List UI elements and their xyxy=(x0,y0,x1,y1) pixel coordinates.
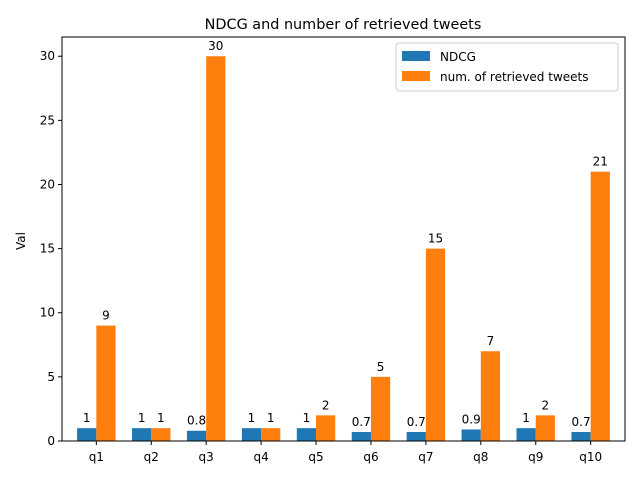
chart-title: NDCG and number of retrieved tweets xyxy=(205,17,482,33)
bar-ndcg-q7 xyxy=(406,432,426,441)
y-tick-label: 0 xyxy=(47,434,55,448)
bar-num-of-retrieved-tweets-q3 xyxy=(206,56,226,441)
data-label: 1 xyxy=(83,411,91,425)
bar-num-of-retrieved-tweets-q2 xyxy=(151,428,171,441)
bar-num-of-retrieved-tweets-q6 xyxy=(370,376,391,441)
y-tick-label: 30 xyxy=(40,49,55,63)
data-label: 0.7 xyxy=(407,415,426,429)
y-tick-label: 15 xyxy=(40,242,55,256)
x-tick-label: q4 xyxy=(253,450,268,464)
bar-num-of-retrieved-tweets-q10 xyxy=(590,171,610,441)
bar-num-of-retrieved-tweets-q5 xyxy=(316,415,336,441)
x-tick-label: q5 xyxy=(308,450,323,464)
x-tick-label: q10 xyxy=(579,450,602,464)
bar-ndcg-q10 xyxy=(571,432,591,441)
legend-swatch-num-of-retrieved-tweets xyxy=(402,71,430,81)
bar-num-of-retrieved-tweets-q7 xyxy=(425,248,446,441)
x-tick-label: q1 xyxy=(89,450,104,464)
y-tick-label: 20 xyxy=(40,177,55,191)
bar-ndcg-q9 xyxy=(516,428,536,441)
data-label: 9 xyxy=(102,309,110,323)
bar-ndcg-q6 xyxy=(351,432,371,441)
y-tick-label: 10 xyxy=(40,306,55,320)
data-label: 0.8 xyxy=(187,414,206,428)
data-label: 5 xyxy=(377,360,385,374)
data-label: 1 xyxy=(522,411,530,425)
bar-ndcg-q3 xyxy=(186,430,207,441)
x-tick-label: q3 xyxy=(199,450,214,464)
x-tick-label: q6 xyxy=(363,450,378,464)
legend-box xyxy=(395,42,619,92)
bar-num-of-retrieved-tweets-q1 xyxy=(96,325,116,441)
legend-label: NDCG xyxy=(440,50,476,64)
data-label: 1 xyxy=(138,411,146,425)
y-tick-label: 25 xyxy=(40,113,55,127)
bar-ndcg-q4 xyxy=(241,428,262,441)
data-label: 1 xyxy=(267,411,275,425)
data-label: 15 xyxy=(428,232,443,246)
data-label: 1 xyxy=(303,411,311,425)
data-label: 2 xyxy=(322,398,330,412)
data-label: 0.7 xyxy=(352,415,371,429)
y-axis-label: Val xyxy=(14,232,28,250)
data-label: 2 xyxy=(542,398,550,412)
x-tick-label: q9 xyxy=(528,450,543,464)
bar-ndcg-q8 xyxy=(461,429,481,441)
bar-num-of-retrieved-tweets-q9 xyxy=(535,415,555,441)
legend-label: num. of retrieved tweets xyxy=(440,70,588,84)
bar-num-of-retrieved-tweets-q4 xyxy=(261,428,281,441)
x-tick-label: q7 xyxy=(418,450,433,464)
data-label: 1 xyxy=(157,411,165,425)
bar-ndcg-q5 xyxy=(296,428,317,441)
data-label: 0.7 xyxy=(572,415,591,429)
legend: NDCG num. of retrieved tweets xyxy=(395,42,619,92)
data-label: 7 xyxy=(487,334,495,348)
data-label: 0.9 xyxy=(462,412,481,426)
data-label: 1 xyxy=(248,411,256,425)
bar-num-of-retrieved-tweets-q8 xyxy=(480,351,501,441)
x-tick-label: q2 xyxy=(144,450,159,464)
data-label: 21 xyxy=(593,155,608,169)
plot-frame xyxy=(61,36,626,442)
legend-swatch-ndcg xyxy=(402,51,430,61)
bar-ndcg-q2 xyxy=(132,428,152,441)
y-tick-label: 5 xyxy=(47,370,55,384)
x-tick-label: q8 xyxy=(473,450,488,464)
bar-ndcg-q1 xyxy=(77,428,97,441)
data-label: 30 xyxy=(208,39,223,53)
